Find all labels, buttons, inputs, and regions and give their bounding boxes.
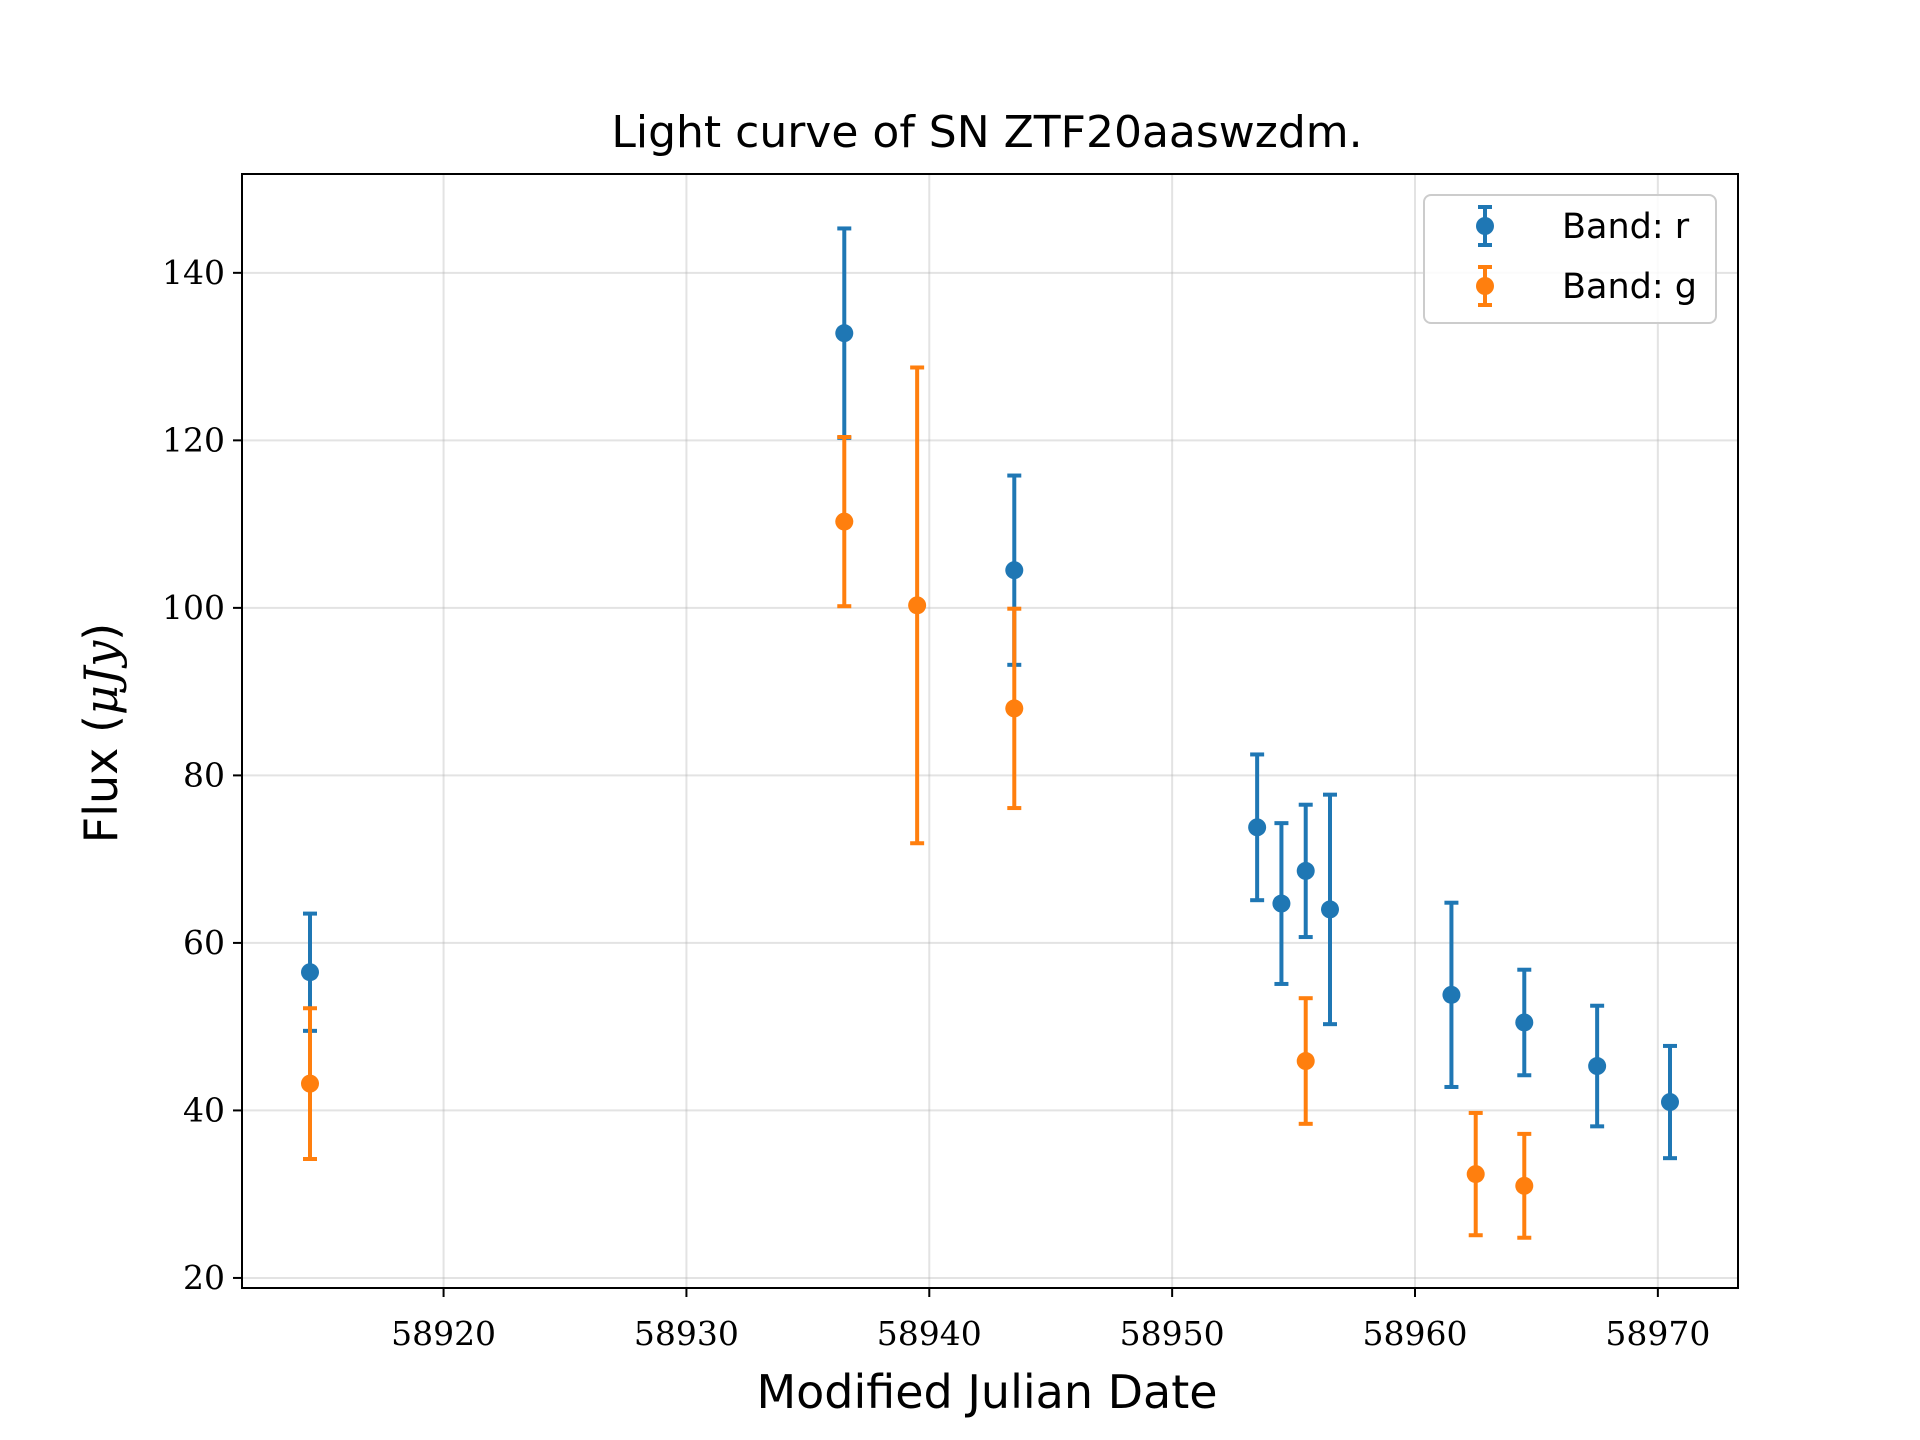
y-axis-label: Flux (μJy)	[74, 623, 128, 843]
plot-frame	[241, 173, 1739, 1289]
series-g	[301, 365, 1534, 1240]
y-tick-label: 20	[183, 1258, 225, 1297]
y-tick-label: 100	[162, 588, 225, 627]
data-point	[835, 512, 854, 531]
data-point	[1466, 1165, 1485, 1184]
data-point	[1321, 900, 1339, 919]
axis-ticks: 58920 58930 58940 58950 58960 58970 20 40 60 80 10…	[162, 253, 1710, 1353]
legend-label: Band: g	[1562, 267, 1697, 307]
x-tick-label: 58970	[1605, 1314, 1710, 1353]
y-tick-label: 80	[183, 755, 225, 794]
data-point	[1442, 985, 1461, 1004]
chart-title: Light curve of SN ZTF20aaswzdm.	[611, 107, 1362, 158]
x-tick-label: 58950	[1120, 1314, 1225, 1353]
data-point	[1588, 1057, 1607, 1076]
data-point	[1515, 1013, 1534, 1032]
legend: Band: r Band: g	[1423, 194, 1717, 324]
x-tick-label: 58920	[391, 1314, 496, 1353]
x-axis-label: Modified Julian Date	[756, 1365, 1217, 1419]
data-point	[1661, 1093, 1679, 1112]
legend-marker-dot	[1476, 277, 1494, 295]
x-tick-label: 58930	[634, 1314, 739, 1353]
data-point	[301, 963, 319, 982]
grid-lines	[242, 174, 1738, 1288]
x-tick-label: 58960	[1363, 1314, 1468, 1353]
y-tick-label: 40	[183, 1090, 225, 1129]
data-point	[1248, 818, 1267, 837]
data-point	[1296, 861, 1315, 880]
y-tick-label: 60	[183, 923, 225, 962]
data-point	[1515, 1176, 1534, 1195]
data-point	[835, 324, 854, 343]
y-axis-label-close: )	[74, 623, 128, 641]
x-tick-label: 58940	[877, 1314, 982, 1353]
data-point	[1005, 561, 1024, 580]
y-tick-label: 140	[162, 253, 225, 292]
legend-label: Band: r	[1562, 207, 1690, 247]
data-series	[301, 226, 1679, 1240]
y-axis-label-text: Flux (	[74, 715, 128, 843]
y-tick-label: 120	[162, 420, 225, 459]
data-point	[1005, 699, 1024, 718]
legend-box	[1423, 194, 1717, 324]
data-point	[1296, 1052, 1315, 1071]
legend-marker-dot	[1476, 217, 1494, 235]
data-point	[908, 596, 927, 615]
y-axis-label-unit: μJy	[74, 640, 128, 715]
data-point	[301, 1074, 319, 1093]
data-point	[1272, 894, 1291, 913]
